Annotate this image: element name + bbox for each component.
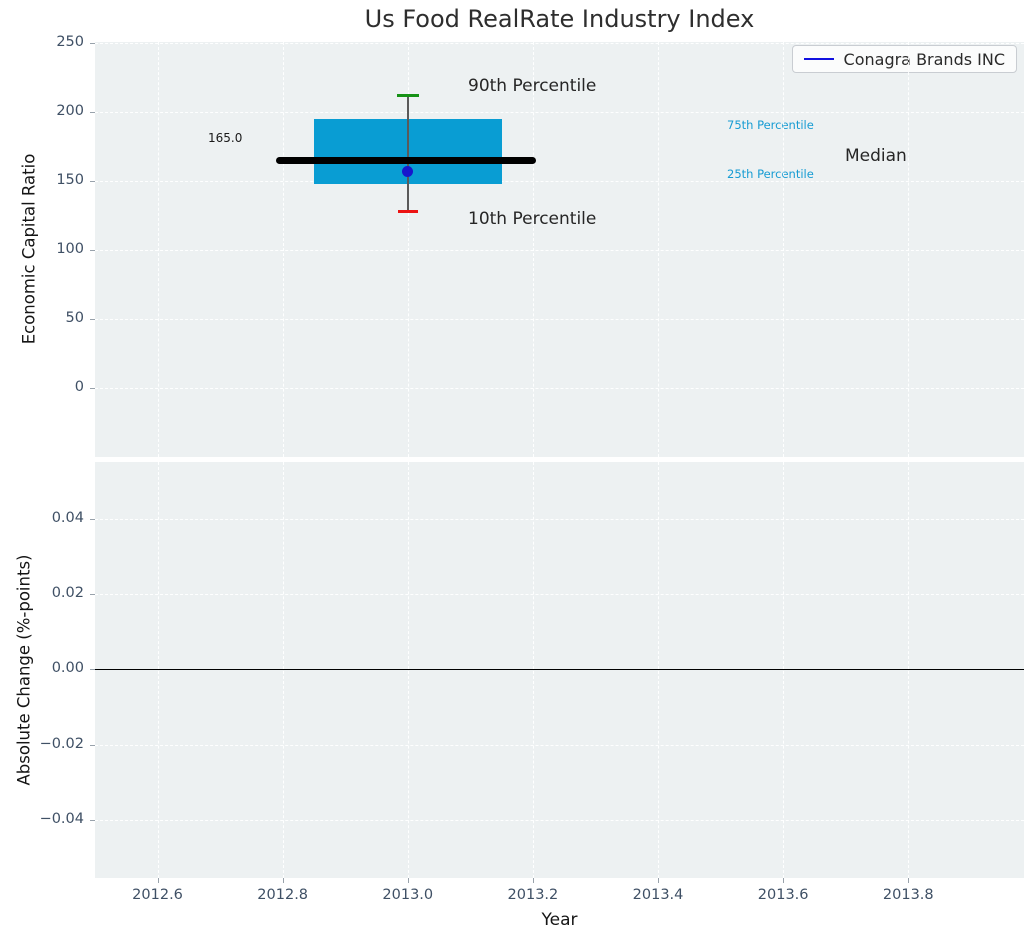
- vertical-gridline: [407, 42, 409, 457]
- x-tick-label: 2013.4: [632, 887, 684, 903]
- annotation-90th-percentile: 90th Percentile: [468, 76, 597, 96]
- legend-line-sample: [803, 57, 834, 61]
- horizontal-gridline: [95, 388, 1024, 390]
- company-marker: [402, 166, 414, 178]
- horizontal-gridline: [95, 819, 1024, 821]
- x-tick-mark: [908, 878, 910, 883]
- top-plot-area: 90th Percentile 10th Percentile 75th Per…: [95, 42, 1024, 457]
- y-tick-label: 200: [56, 103, 84, 120]
- x-tick-label: 2012.8: [257, 887, 309, 903]
- x-tick-mark: [783, 878, 785, 883]
- x-tick-mark: [658, 878, 660, 883]
- annotation-75th-percentile: 75th Percentile: [727, 118, 814, 132]
- bottom-plot-area: [95, 462, 1024, 878]
- horizontal-gridline: [95, 181, 1024, 183]
- horizontal-gridline: [95, 112, 1024, 114]
- horizontal-gridline: [95, 744, 1024, 746]
- x-axis-label: Year: [541, 910, 578, 930]
- y-tick-mark: [90, 112, 95, 114]
- y-tick-mark: [90, 669, 95, 671]
- y-tick-mark: [90, 250, 95, 252]
- y-tick-label: 250: [56, 34, 84, 51]
- x-tick-mark: [157, 878, 159, 883]
- x-tick-label: 2013.6: [757, 887, 809, 903]
- vertical-gridline: [783, 42, 785, 457]
- legend-label: Conagra Brands INC: [843, 49, 1005, 69]
- y-tick-mark: [90, 43, 95, 45]
- x-tick-label: 2012.6: [132, 887, 183, 903]
- y-tick-label: 0: [74, 379, 84, 396]
- horizontal-gridline: [95, 250, 1024, 252]
- whisker-line: [407, 95, 409, 212]
- annotation-25th-percentile: 25th Percentile: [727, 167, 814, 181]
- horizontal-gridline: [95, 319, 1024, 321]
- y-tick-label: 0.02: [51, 585, 84, 602]
- x-tick-mark: [282, 878, 284, 883]
- vertical-gridline: [658, 42, 660, 457]
- vertical-gridline: [282, 42, 284, 457]
- y-tick-label: 50: [65, 310, 84, 327]
- legend: Conagra Brands INC: [791, 45, 1017, 73]
- horizontal-gridline: [95, 594, 1024, 596]
- y-tick-mark: [90, 319, 95, 321]
- p10-cap: [397, 210, 418, 214]
- x-tick-label: 2013.2: [507, 887, 559, 903]
- zero-line: [95, 668, 1024, 671]
- y-tick-label: −0.02: [39, 735, 84, 752]
- y-tick-mark: [90, 594, 95, 596]
- y-tick-label: 150: [56, 172, 84, 189]
- x-tick-mark: [407, 878, 409, 883]
- annotation-10th-percentile: 10th Percentile: [468, 209, 597, 229]
- horizontal-gridline: [95, 43, 1024, 45]
- y-tick-mark: [90, 519, 95, 521]
- vertical-gridline: [908, 42, 910, 457]
- median-line: [276, 157, 537, 165]
- p90-cap: [396, 94, 419, 98]
- vertical-gridline: [157, 42, 159, 457]
- y-tick-mark: [90, 744, 95, 746]
- y-tick-label: 0.04: [51, 510, 84, 527]
- y-tick-label: 100: [56, 241, 84, 258]
- vertical-gridline: [532, 42, 534, 457]
- y-tick-label: −0.04: [39, 810, 84, 827]
- annotation-median: Median: [845, 146, 907, 166]
- y-tick-mark: [90, 181, 95, 183]
- x-tick-mark: [532, 878, 534, 883]
- chart-title: Us Food RealRate Industry Index: [364, 5, 755, 33]
- horizontal-gridline: [95, 519, 1024, 521]
- y-tick-label: 0.00: [51, 660, 84, 677]
- annotation-median-value: 165.0: [208, 131, 243, 145]
- x-tick-label: 2013.8: [882, 887, 934, 903]
- y-tick-mark: [90, 819, 95, 821]
- x-tick-label: 2013.0: [382, 887, 434, 903]
- y-tick-mark: [90, 388, 95, 390]
